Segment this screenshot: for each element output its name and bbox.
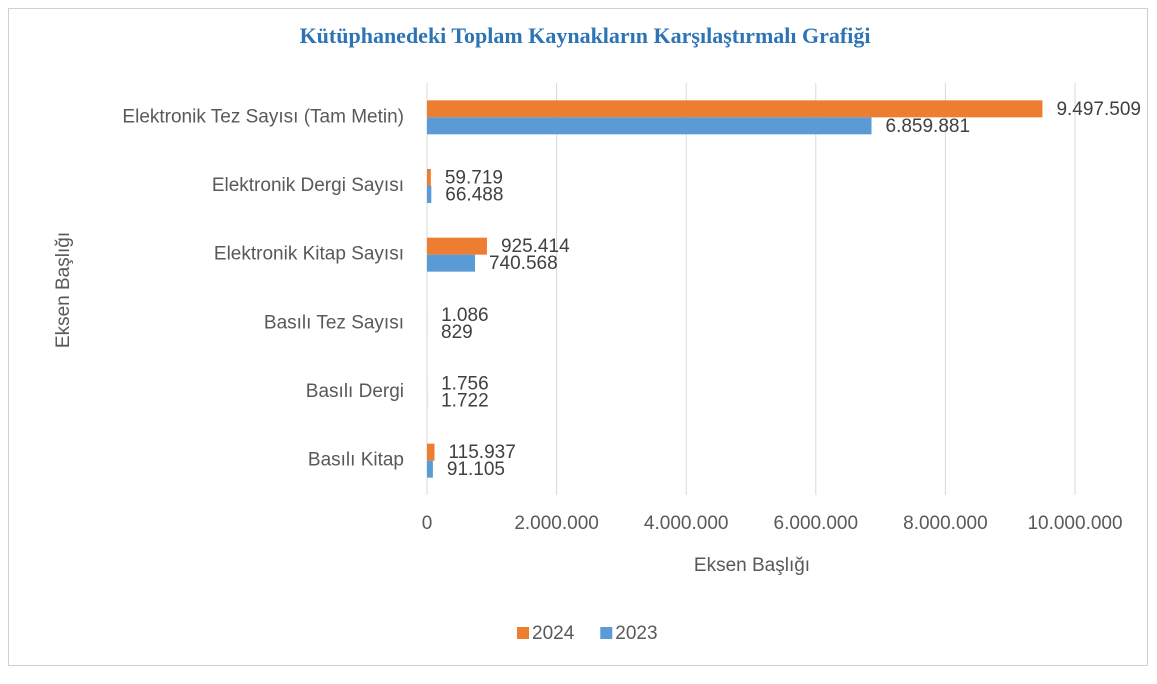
bar [427,169,431,186]
bar [427,461,433,478]
legend-swatch [600,627,612,639]
data-label: 66.488 [445,185,503,206]
data-label: 91.105 [447,459,505,480]
bar [427,186,431,203]
y-tick-label: Elektronik Tez Sayısı (Tam Metin) [122,106,404,127]
bar [427,117,872,134]
y-tick-label: Basılı Kitap [308,450,404,471]
bar [427,100,1042,117]
chart-title: Kütüphanedeki Toplam Kaynakların Karşıla… [300,23,871,48]
y-axis-title: Eksen Başlığı [53,232,74,348]
legend-label: 2023 [615,623,657,644]
y-tick-label: Basılı Dergi [306,381,404,402]
data-label: 1.722 [441,391,489,412]
y-tick-label: Elektronik Dergi Sayısı [212,175,404,196]
x-tick-label: 10.000.000 [1027,513,1122,534]
x-tick-label: 8.000.000 [903,513,988,534]
data-label: 9.497.509 [1056,99,1141,120]
x-tick-label: 4.000.000 [644,513,729,534]
y-tick-label: Elektronik Kitap Sayısı [214,244,404,265]
x-axis-title: Eksen Başlığı [694,555,810,576]
x-tick-label: 6.000.000 [774,513,859,534]
legend-swatch [517,627,529,639]
data-label: 6.859.881 [886,116,971,137]
data-label: 829 [441,322,473,343]
bar [427,444,435,461]
bar [427,255,475,272]
x-tick-label: 0 [422,513,433,534]
bar [427,238,487,255]
y-tick-label: Basılı Tez Sayısı [264,312,404,333]
x-tick-label: 2.000.000 [514,513,599,534]
legend-label: 2024 [532,623,575,644]
data-label: 740.568 [489,253,558,274]
